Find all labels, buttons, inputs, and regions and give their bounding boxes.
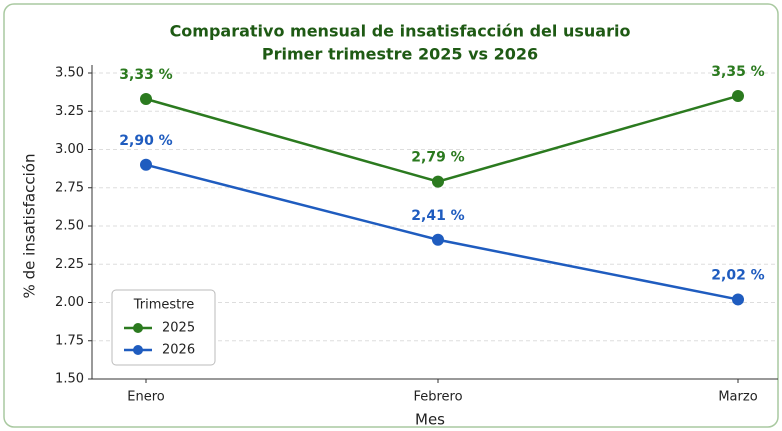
point	[140, 158, 152, 171]
y-tick-label: 1.75	[55, 333, 84, 348]
y-tick-label: 1.50	[55, 372, 84, 387]
y-tick-label: 2.25	[55, 257, 84, 272]
x-axis-label: Mes	[415, 411, 445, 429]
data-label: 3,33 %	[119, 67, 172, 83]
data-label: 2,02 %	[711, 267, 764, 283]
chart-subtitle: Primer trimestre 2025 vs 2026	[262, 45, 538, 64]
y-tick-label: 3.25	[55, 104, 84, 119]
data-label: 3,35 %	[711, 64, 764, 80]
y-tick-label: 3.00	[55, 142, 84, 157]
legend-marker	[133, 323, 143, 333]
y-tick-label: 2.50	[55, 219, 84, 234]
y-axis-label: % de insatisfacción	[21, 154, 39, 299]
point	[732, 293, 744, 306]
legend-label: 2025	[162, 321, 195, 336]
data-label: 2,41 %	[411, 208, 464, 224]
point	[432, 233, 444, 246]
x-tick-label: Marzo	[718, 390, 757, 405]
y-tick-label: 3.50	[55, 66, 84, 81]
chart-title: Comparativo mensual de insatisfacción de…	[170, 22, 631, 41]
y-tick-label: 2.00	[55, 295, 84, 310]
point	[140, 93, 152, 106]
x-tick-label: Enero	[127, 390, 165, 405]
y-tick-label: 2.75	[55, 180, 84, 195]
legend-marker	[133, 345, 143, 355]
point	[732, 89, 744, 102]
legend-label: 2026	[162, 343, 195, 358]
legend-title: Trimestre	[133, 298, 195, 313]
point	[432, 175, 444, 188]
data-label: 2,90 %	[119, 133, 172, 149]
x-tick-label: Febrero	[413, 390, 462, 405]
data-label: 2,79 %	[411, 150, 464, 166]
